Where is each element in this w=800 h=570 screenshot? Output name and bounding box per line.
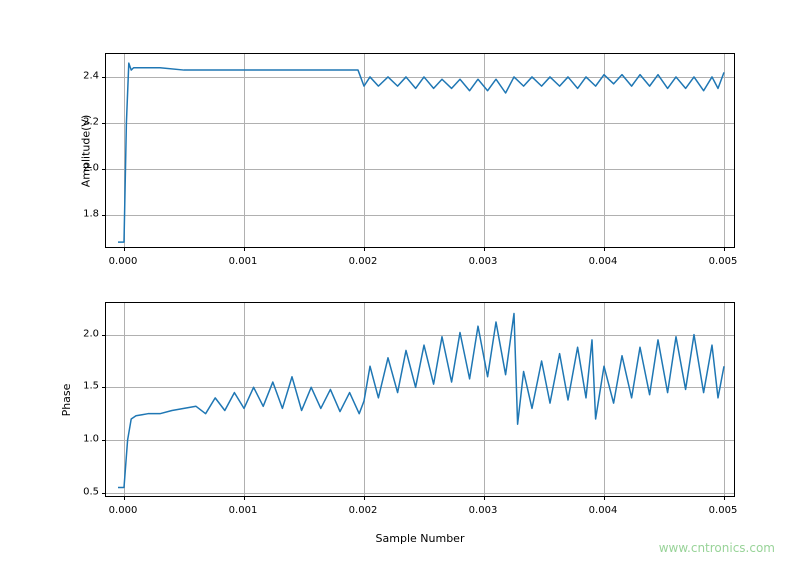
phase-plot-area — [105, 302, 735, 497]
x-tick-label: 0.001 — [229, 256, 258, 267]
x-tick-label: 0.000 — [109, 256, 138, 267]
y-tick-label: 1.5 — [75, 381, 99, 392]
x-tick-label: 0.005 — [709, 505, 738, 516]
y-tick-label: 2.0 — [75, 162, 99, 173]
y-tick-label: 1.8 — [75, 208, 99, 219]
y-tick-label: 2.4 — [75, 70, 99, 81]
amplitude-plot-area — [105, 53, 735, 248]
x-tick-label: 0.004 — [589, 505, 618, 516]
x-tick-label: 0.000 — [109, 505, 138, 516]
data-line-svg — [106, 54, 736, 249]
series-line — [118, 63, 724, 242]
series-line — [118, 314, 724, 488]
x-tick-label: 0.004 — [589, 256, 618, 267]
x-tick-label: 0.002 — [349, 256, 378, 267]
x-tick-label: 0.005 — [709, 256, 738, 267]
watermark-text: www.cntronics.com — [659, 541, 775, 555]
y-tick-label: 2.2 — [75, 116, 99, 127]
y-tick-label: 1.0 — [75, 434, 99, 445]
data-line-svg — [106, 303, 736, 498]
phase-ylabel: Phase — [60, 383, 73, 416]
x-tick-label: 0.002 — [349, 505, 378, 516]
x-axis-label: Sample Number — [376, 532, 465, 545]
figure: Amplitude(V) Phase Sample Number www.cnt… — [0, 0, 800, 570]
x-tick-label: 0.003 — [469, 256, 498, 267]
y-tick-label: 2.0 — [75, 328, 99, 339]
y-tick-label: 0.5 — [75, 486, 99, 497]
x-tick-label: 0.001 — [229, 505, 258, 516]
x-tick-label: 0.003 — [469, 505, 498, 516]
